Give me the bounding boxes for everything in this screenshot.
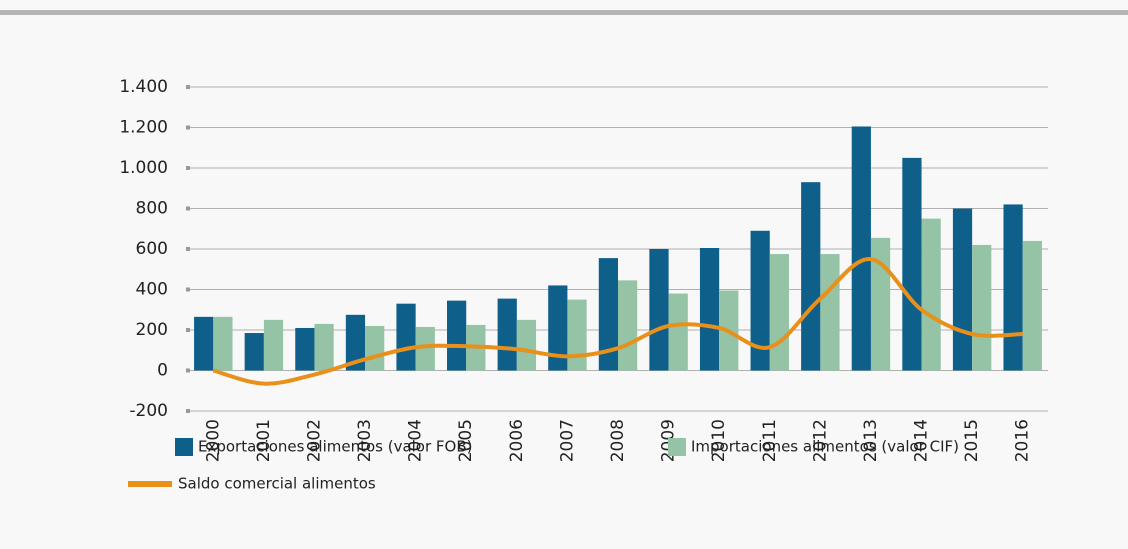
bar [295,327,315,371]
legend-swatch [668,438,686,456]
bar [396,303,416,371]
x-tick-label: 2002 [304,419,324,462]
bar [1022,240,1042,371]
bar [213,316,233,371]
x-tick-label: 2003 [355,419,375,462]
bar [1003,204,1023,371]
x-tick-label: 2012 [810,419,830,462]
bar [902,157,922,371]
y-tick-label: 600 [136,239,168,259]
bar [415,326,435,371]
bar [365,325,385,371]
bar [668,293,688,371]
bar [598,258,618,371]
bar [345,314,366,371]
bar [567,299,587,371]
bar [750,230,770,371]
bar [516,319,537,371]
bar [314,323,334,371]
y-tick-label: 1.200 [119,118,168,138]
x-tick-label: 2005 [456,419,476,462]
bar [801,182,821,371]
y-tick-label: 400 [136,280,168,300]
bar [699,247,720,371]
bar [548,285,568,371]
bar [447,300,467,371]
x-tick-label: 2004 [406,419,426,462]
legend-label: Importaciones alimentos (valor CIF) [691,438,959,456]
tick-mark [186,328,190,332]
tick-mark [186,287,190,292]
bar [820,254,840,371]
legend-swatch [128,481,172,487]
x-tick-label: 2000 [203,419,223,462]
x-tick-label: 2008 [608,419,628,462]
bar [618,280,638,371]
bar [851,126,871,371]
x-tick-label: 2001 [254,419,274,462]
y-tick-label: -200 [129,401,168,421]
tick-mark [186,166,190,170]
top-rule [0,10,1128,15]
tick-mark [186,409,190,413]
x-tick-label: 2007 [557,419,577,462]
bar [769,254,789,371]
tick-mark [186,125,190,130]
x-tick-label: 2014 [912,419,932,462]
bar [972,244,992,371]
y-tick-label: 800 [136,199,168,219]
x-tick-label: 2006 [507,419,527,462]
line [212,257,1023,386]
legend-swatch [175,438,193,456]
tick-mark [186,247,190,251]
tick-mark [186,206,190,211]
legend-label: Exportaciones alimentos (valor FOB) [198,438,473,456]
x-tick-label: 2011 [760,419,780,462]
x-tick-label: 2013 [861,419,881,462]
tick-mark [186,85,190,89]
x-tick-label: 2016 [1013,419,1033,462]
bar [194,316,214,371]
y-tick-label: 1.000 [119,158,168,178]
y-tick-label: 0 [157,361,168,381]
bar [263,319,284,371]
x-tick-label: 2015 [962,419,982,462]
legend-label: Saldo comercial alimentos [178,475,376,493]
bar [244,333,264,371]
bar [870,237,891,371]
bar [952,208,973,371]
bar [921,218,941,371]
y-tick-label: 1.400 [119,77,168,97]
tick-mark [186,368,190,373]
bar [497,298,517,371]
bar [649,249,669,371]
y-tick-label: 200 [136,320,168,340]
x-tick-label: 2010 [709,419,729,462]
